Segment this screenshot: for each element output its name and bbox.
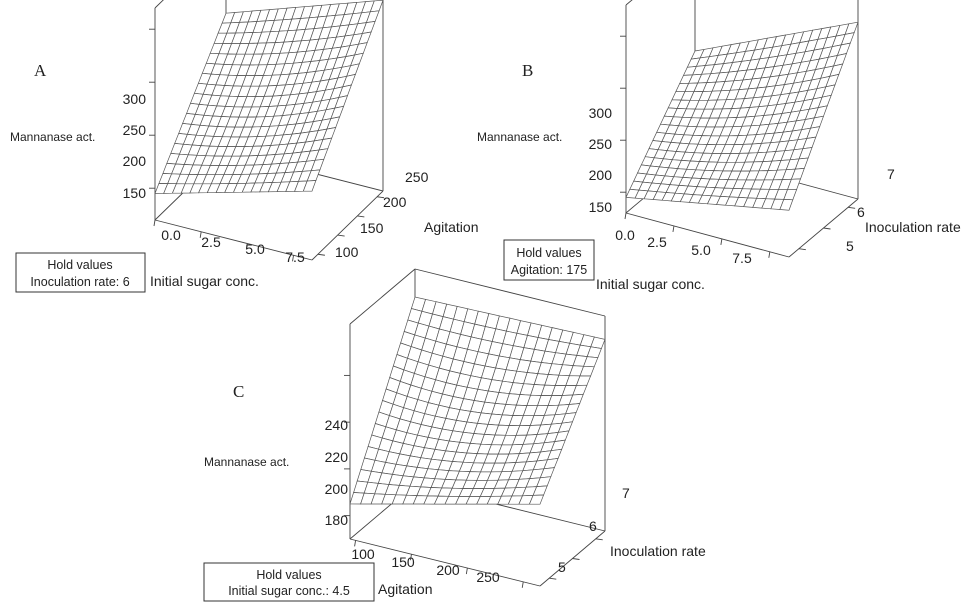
panel-b-xtick: 5.0: [691, 242, 711, 258]
x-tick-mark: [410, 554, 412, 561]
y-tick-mark: [357, 215, 365, 218]
panel-a-xtick: 7.5: [285, 249, 305, 265]
panel-b-xlabel: Initial sugar conc.: [596, 276, 705, 292]
panel-c-letter: C: [233, 382, 244, 401]
panel-a-zlabel: Mannanase act.: [10, 130, 95, 144]
panel-c-ytick: 6: [589, 518, 597, 534]
panel-b-ylabel: Inoculation rate: [865, 219, 961, 235]
panel-a-hold-box: [15, 252, 146, 293]
panel-b-xtick: 2.5: [647, 234, 667, 250]
panel-a-ylabel: Agitation: [424, 219, 478, 235]
panel-c-ztick: 220: [325, 449, 349, 465]
x-tick-mark: [720, 238, 723, 245]
panel-a-ytick: 150: [360, 220, 384, 236]
x-tick-mark: [153, 219, 156, 227]
panel-b-surface: [625, 21, 859, 211]
x-tick-mark: [768, 251, 771, 258]
panel-c-ztick: 180: [325, 512, 349, 528]
panel-c-hold-box: [203, 562, 375, 602]
panel-c-hold-value: Initial sugar conc.: 4.5: [228, 584, 350, 598]
panel-a-ytick: 250: [405, 169, 429, 185]
panel-c-xtick: 200: [436, 562, 460, 578]
box-edge: [414, 268, 606, 317]
panel-a-hold-title: Hold values: [47, 258, 112, 272]
panel-c-ylabel: Inoculation rate: [610, 543, 706, 559]
surface-cell: [302, 180, 317, 192]
panel-a-surface: [154, 0, 384, 194]
panel-b-hold-value: Agitation: 175: [511, 263, 587, 277]
y-tick-mark: [317, 253, 325, 256]
y-tick-mark: [377, 196, 385, 199]
box-edge: [349, 538, 541, 587]
y-tick-mark: [337, 234, 345, 237]
box-edge: [625, 0, 633, 6]
panel-c-xtick: 100: [351, 546, 375, 562]
x-tick-mark: [292, 255, 294, 262]
box-edge: [154, 0, 164, 9]
panel-c-xtick: 250: [476, 569, 500, 585]
panel-b-xtick: 0.0: [615, 227, 635, 243]
panel-c-surface: [349, 296, 606, 505]
panel-a-xtick: 2.5: [201, 234, 221, 250]
x-tick-mark: [245, 243, 248, 250]
panel-b-hold-title: Hold values: [516, 246, 581, 260]
box-edge: [311, 190, 384, 261]
panel-a-ytick: 100: [335, 244, 359, 260]
panel-b-ytick: 6: [857, 204, 865, 220]
y-tick-mark: [595, 538, 603, 541]
panel-b-ytick: 7: [887, 166, 895, 182]
x-tick-mark: [354, 540, 357, 547]
x-tick-mark: [521, 581, 524, 588]
panel-b-ztick: 250: [589, 136, 613, 152]
x-tick-mark: [465, 567, 468, 575]
panel-b-ztick: 300: [589, 105, 613, 121]
panel-a-ytick: 200: [383, 194, 407, 210]
y-tick-mark: [549, 577, 557, 580]
panel-c-zlabel: Mannanase act.: [204, 455, 289, 469]
panel-c-ytick: 5: [558, 559, 566, 575]
panel-a: A Mannanase act. 300 250 200 150 0.0 2.5…: [10, 0, 478, 293]
panel-c-xtick: 150: [391, 554, 415, 570]
panel-b-hold-box: [503, 239, 595, 281]
panel-a-ztick: 150: [123, 185, 147, 201]
panel-a-xlabel: Initial sugar conc.: [150, 273, 259, 289]
x-tick-mark: [672, 225, 675, 233]
panel-c-hold-title: Hold values: [256, 568, 321, 582]
x-tick-mark: [199, 231, 202, 238]
panel-a-xtick: 5.0: [245, 241, 265, 257]
panel-b-xtick: 7.5: [732, 250, 752, 266]
panel-a-ztick: 250: [123, 122, 147, 138]
y-tick-mark: [572, 558, 580, 560]
x-tick-mark: [624, 212, 627, 220]
panel-c-ztick: 200: [325, 481, 349, 497]
panel-b: B Mannanase act. 300 250 200 150 0.0 2.5…: [477, 0, 961, 292]
panel-c-ytick: 7: [622, 485, 630, 501]
panel-a-ztick: 200: [123, 153, 147, 169]
panel-b-ztick: 200: [589, 167, 613, 183]
y-tick-mark: [823, 227, 831, 230]
panel-b-zlabel: Mannanase act.: [477, 130, 562, 144]
panel-b-letter: B: [522, 61, 533, 80]
surface-cell: [528, 494, 545, 505]
panel-b-ytick: 5: [846, 238, 854, 254]
panel-a-hold-value: Inoculation rate: 6: [30, 275, 129, 289]
surface-cell: [779, 199, 794, 211]
panel-a-xtick: 0.0: [161, 227, 181, 243]
panel-b-ztick: 150: [589, 199, 613, 215]
box-edge: [625, 212, 790, 258]
panel-c: C Mannanase act. 240 220 200 180 100 150…: [203, 268, 706, 602]
panel-a-letter: A: [34, 61, 47, 80]
y-tick-mark: [848, 206, 856, 209]
box-edge: [349, 268, 416, 325]
panel-a-ztick: 300: [123, 91, 147, 107]
panel-c-xlabel: Agitation: [378, 581, 432, 597]
panel-c-ztick: 240: [325, 417, 349, 433]
y-tick-mark: [798, 248, 806, 251]
box-edge: [154, 219, 313, 261]
